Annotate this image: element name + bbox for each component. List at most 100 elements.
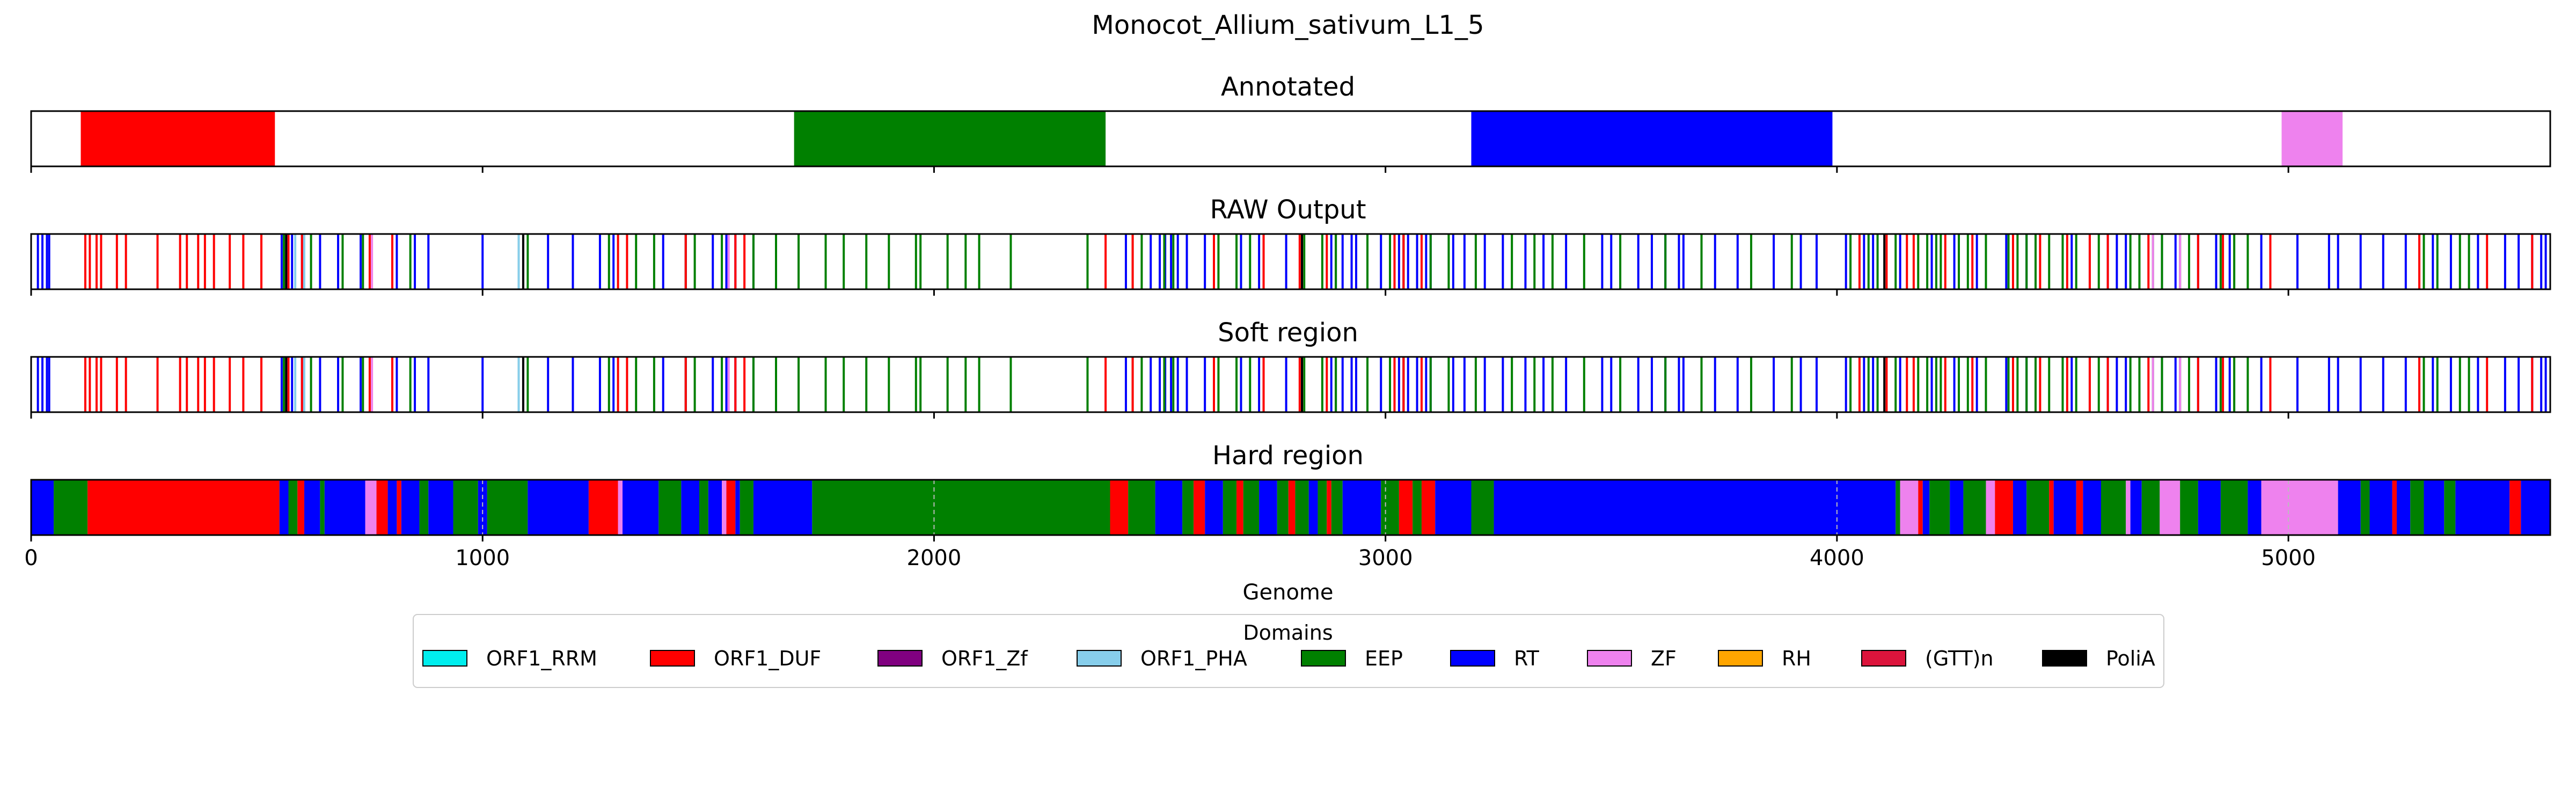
segment-orf1-duf <box>2509 480 2521 535</box>
legend-label: PoliA <box>2106 647 2155 670</box>
segment-eep <box>2141 480 2160 535</box>
segment-eep <box>1277 480 1289 535</box>
x-tick-label: 4000 <box>1810 546 1864 570</box>
panel-annotated: Annotated <box>30 72 2551 173</box>
segment-eep <box>812 480 1110 535</box>
segment-orf1-duf <box>726 480 736 535</box>
segment-eep <box>288 480 298 535</box>
segment-eep <box>699 480 708 535</box>
legend-label: RH <box>1782 647 1811 670</box>
segment-eep <box>2410 480 2424 535</box>
segment-orf1-duf <box>1421 480 1436 535</box>
legend-entries: ORF1_RRM ORF1_DUF ORF1_Zf ORF1_PHA EEP RT ZF RH… <box>422 647 2155 670</box>
segment-zf <box>1986 480 1995 535</box>
segment-rt <box>401 480 420 535</box>
segment-zf <box>365 480 377 535</box>
segment-eep <box>740 480 753 535</box>
segment-rt <box>2130 480 2142 535</box>
segment-orf1-duf <box>297 480 304 535</box>
segment-rt <box>2083 480 2101 535</box>
legend-label: ORF1_RRM <box>486 647 597 670</box>
panel-soft-region: Soft region <box>30 318 2551 419</box>
segment-rt <box>1342 480 1381 535</box>
segment-rt <box>1950 480 1964 535</box>
segment-zf <box>2281 111 2343 166</box>
segment-orf1-duf <box>80 111 275 166</box>
segment-eep <box>2180 480 2198 535</box>
panel-title: Soft region <box>1218 318 1358 348</box>
legend-entry: RH <box>1718 647 1811 670</box>
segment-zf <box>2160 480 2180 535</box>
segment-rt <box>387 480 397 535</box>
segment-orf1-duf <box>1327 480 1331 535</box>
panel-marks <box>36 234 2547 289</box>
segment-rt <box>623 480 659 535</box>
x-axis-label: Genome <box>1242 580 1333 605</box>
plot-area <box>31 357 2550 412</box>
legend-frame <box>413 614 2164 688</box>
segment-rt <box>735 480 740 535</box>
legend-entry: ORF1_PHA <box>1077 647 1247 670</box>
segment-rt <box>2198 480 2221 535</box>
legend-entry: ZF <box>1587 647 1677 670</box>
segment-rt <box>478 480 487 535</box>
segment-rt <box>304 480 320 535</box>
segment-eep <box>487 480 528 535</box>
segment-eep <box>1471 480 1494 535</box>
segment-eep <box>1896 480 1900 535</box>
legend-label: ORF1_PHA <box>1140 647 1247 670</box>
segment-eep <box>1929 480 1950 535</box>
segment-eep <box>2026 480 2050 535</box>
plot-area <box>31 234 2550 289</box>
segment-eep <box>658 480 682 535</box>
segment-orf1-duf <box>397 480 401 535</box>
segment-orf1-duf <box>1236 480 1243 535</box>
segment-orf1-duf <box>87 480 280 535</box>
chart-title: Monocot_Allium_sativum_L1_5 <box>1092 10 1484 40</box>
panel-frame <box>30 479 2551 536</box>
panel-hard-region: Hard region 0 1000 2000 3000 4000 5000 <box>24 441 2551 570</box>
segment-rt <box>1435 480 1472 535</box>
legend-swatch <box>1450 650 1495 667</box>
segment-eep <box>1331 480 1343 535</box>
segment-eep <box>2444 480 2456 535</box>
legend-swatch <box>1587 650 1632 667</box>
segment-orf1-duf <box>1399 480 1413 535</box>
legend-label: (GTT)n <box>1925 647 1994 670</box>
legend-swatch <box>1718 650 1763 667</box>
segment-eep <box>1223 480 1237 535</box>
segment-rt <box>681 480 699 535</box>
legend-title: Domains <box>1243 621 1333 645</box>
panel-frame <box>30 110 2551 167</box>
segment-eep <box>1413 480 1422 535</box>
segment-orf1-duf <box>2049 480 2054 535</box>
segment-eep <box>54 480 88 535</box>
legend-swatch <box>650 650 695 667</box>
x-tick-label: 1000 <box>455 546 510 570</box>
segment-rt <box>2455 480 2510 535</box>
segment-rt <box>2053 480 2076 535</box>
segment-rt <box>324 480 365 535</box>
segment-rt <box>1494 480 1896 535</box>
segment-rt <box>528 480 589 535</box>
segment-eep <box>794 111 1106 166</box>
segment-eep <box>1318 480 1327 535</box>
segment-rt <box>2338 480 2361 535</box>
segment-eep <box>320 480 325 535</box>
legend-entry: ORF1_RRM <box>422 647 597 670</box>
legend-label: ZF <box>1651 647 1677 670</box>
segment-rt <box>2424 480 2445 535</box>
legend-label: ORF1_Zf <box>941 647 1028 670</box>
segment-rt <box>2521 480 2550 535</box>
legend-entry: PoliA <box>2042 647 2155 670</box>
segment-rt <box>1155 480 1183 535</box>
segment-eep <box>1381 480 1399 535</box>
segment-orf1-duf <box>1194 480 1205 535</box>
panel-title: RAW Output <box>1210 195 1366 225</box>
legend-swatch <box>1077 650 1122 667</box>
legend-swatch <box>2042 650 2087 667</box>
segment-rt <box>1259 480 1277 535</box>
segment-rt <box>1471 111 1833 166</box>
x-tick-label: 5000 <box>2261 546 2316 570</box>
